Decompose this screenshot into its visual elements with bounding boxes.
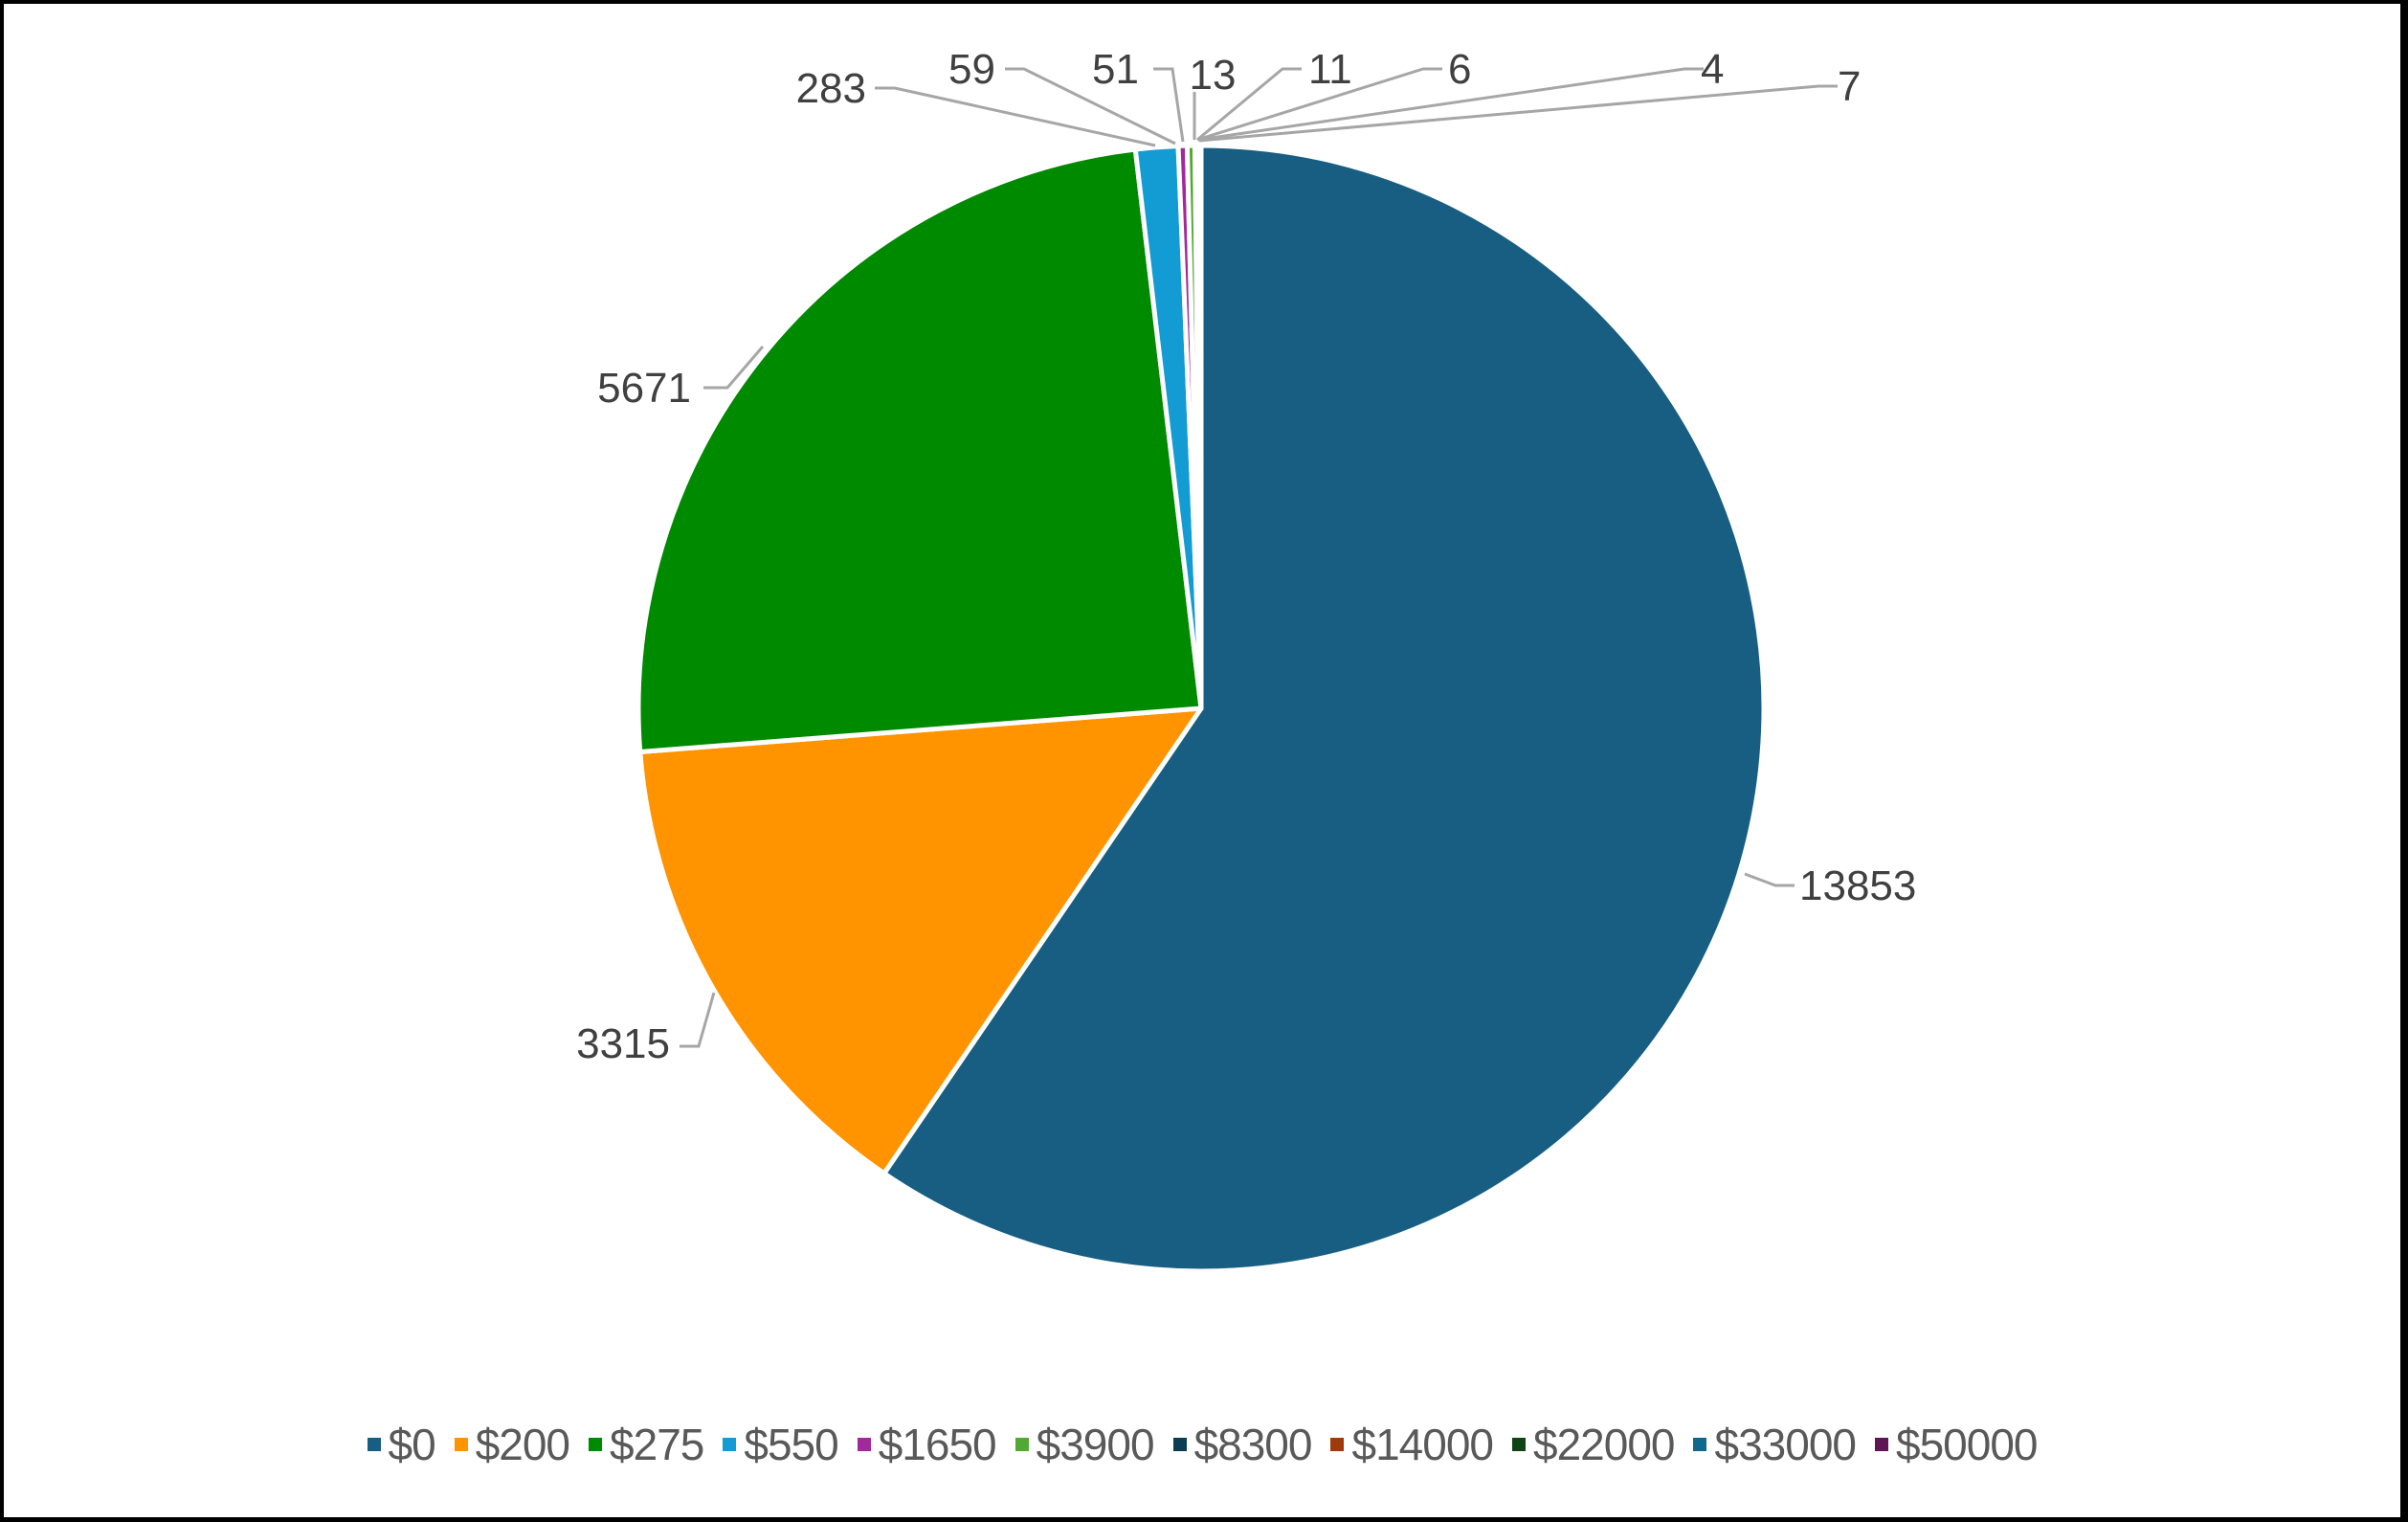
legend-item: $14000 [1330, 1419, 1494, 1470]
legend-swatch [1172, 1438, 1187, 1451]
data-label: 13 [1190, 52, 1237, 99]
pie-slice-50000 [1197, 143, 1204, 711]
data-label: 7 [1838, 63, 1861, 110]
leader-line [1196, 67, 1442, 142]
legend-item: $550 [723, 1419, 839, 1470]
leader-line [1153, 67, 1185, 143]
legend-swatch [1693, 1438, 1707, 1451]
leader-lines [680, 67, 1838, 1048]
leader-line [1005, 67, 1176, 145]
legend-label: $1650 [878, 1420, 997, 1469]
legend-item: $1650 [857, 1419, 997, 1470]
data-label: 59 [948, 46, 995, 93]
leader-line [703, 346, 765, 390]
data-label: 4 [1701, 46, 1724, 93]
legend-label: $22000 [1532, 1420, 1675, 1469]
legend: $0 $200 $275 $550 $1650 $3900 $8300 $140… [4, 1419, 2400, 1470]
legend-item: $33000 [1693, 1419, 1857, 1470]
leader-line [680, 992, 716, 1048]
pie-slice-0 [881, 143, 1767, 1274]
pie-slice-200 [637, 705, 1204, 1176]
data-label: 283 [796, 65, 866, 112]
data-label: 5671 [597, 365, 691, 412]
data-label: 6 [1448, 46, 1471, 93]
legend-label: $50000 [1895, 1420, 2038, 1469]
legend-label: $3900 [1036, 1420, 1155, 1469]
legend-item: $50000 [1874, 1419, 2038, 1470]
legend-swatch [723, 1438, 737, 1451]
legend-item: $0 [367, 1419, 436, 1470]
legend-item: $8300 [1172, 1419, 1313, 1470]
legend-item: $3900 [1014, 1419, 1155, 1470]
legend-label: $33000 [1714, 1420, 1856, 1469]
legend-swatch [1014, 1438, 1029, 1451]
legend-label: $14000 [1351, 1420, 1493, 1469]
chart-area: 13853 3315 5671 283 59 51 13 11 6 4 7 $0 $200 $275… [4, 4, 2400, 1517]
legend-swatch [1330, 1438, 1345, 1451]
legend-item: $275 [589, 1419, 704, 1470]
leader-line [1196, 67, 1302, 142]
leader-line [1198, 84, 1838, 143]
legend-swatch [1874, 1438, 1888, 1451]
data-label: 11 [1308, 46, 1352, 93]
data-label: 3315 [576, 1020, 670, 1067]
leader-line [1744, 872, 1795, 887]
leader-line [1197, 67, 1704, 142]
legend-label: $0 [388, 1420, 436, 1469]
legend-item: $22000 [1511, 1419, 1675, 1470]
data-label: 51 [1092, 46, 1139, 93]
legend-swatch [589, 1438, 603, 1451]
legend-swatch [454, 1438, 468, 1451]
data-labels: 13853 3315 5671 283 59 51 13 11 6 4 7 [576, 46, 1916, 1067]
legend-label: $8300 [1193, 1420, 1313, 1469]
legend-item: $200 [454, 1419, 570, 1470]
legend-swatch [1511, 1438, 1526, 1451]
legend-label: $200 [475, 1420, 570, 1469]
legend-label: $275 [610, 1420, 704, 1469]
pie-slice-275 [635, 146, 1204, 754]
pie-chart: 13853 3315 5671 283 59 51 13 11 6 4 7 [576, 46, 1916, 1274]
data-label: 13853 [1799, 862, 1916, 909]
legend-label: $550 [744, 1420, 838, 1469]
legend-swatch [367, 1438, 381, 1451]
legend-swatch [857, 1438, 871, 1451]
pie-slices [635, 143, 1767, 1274]
leader-line [875, 86, 1156, 147]
